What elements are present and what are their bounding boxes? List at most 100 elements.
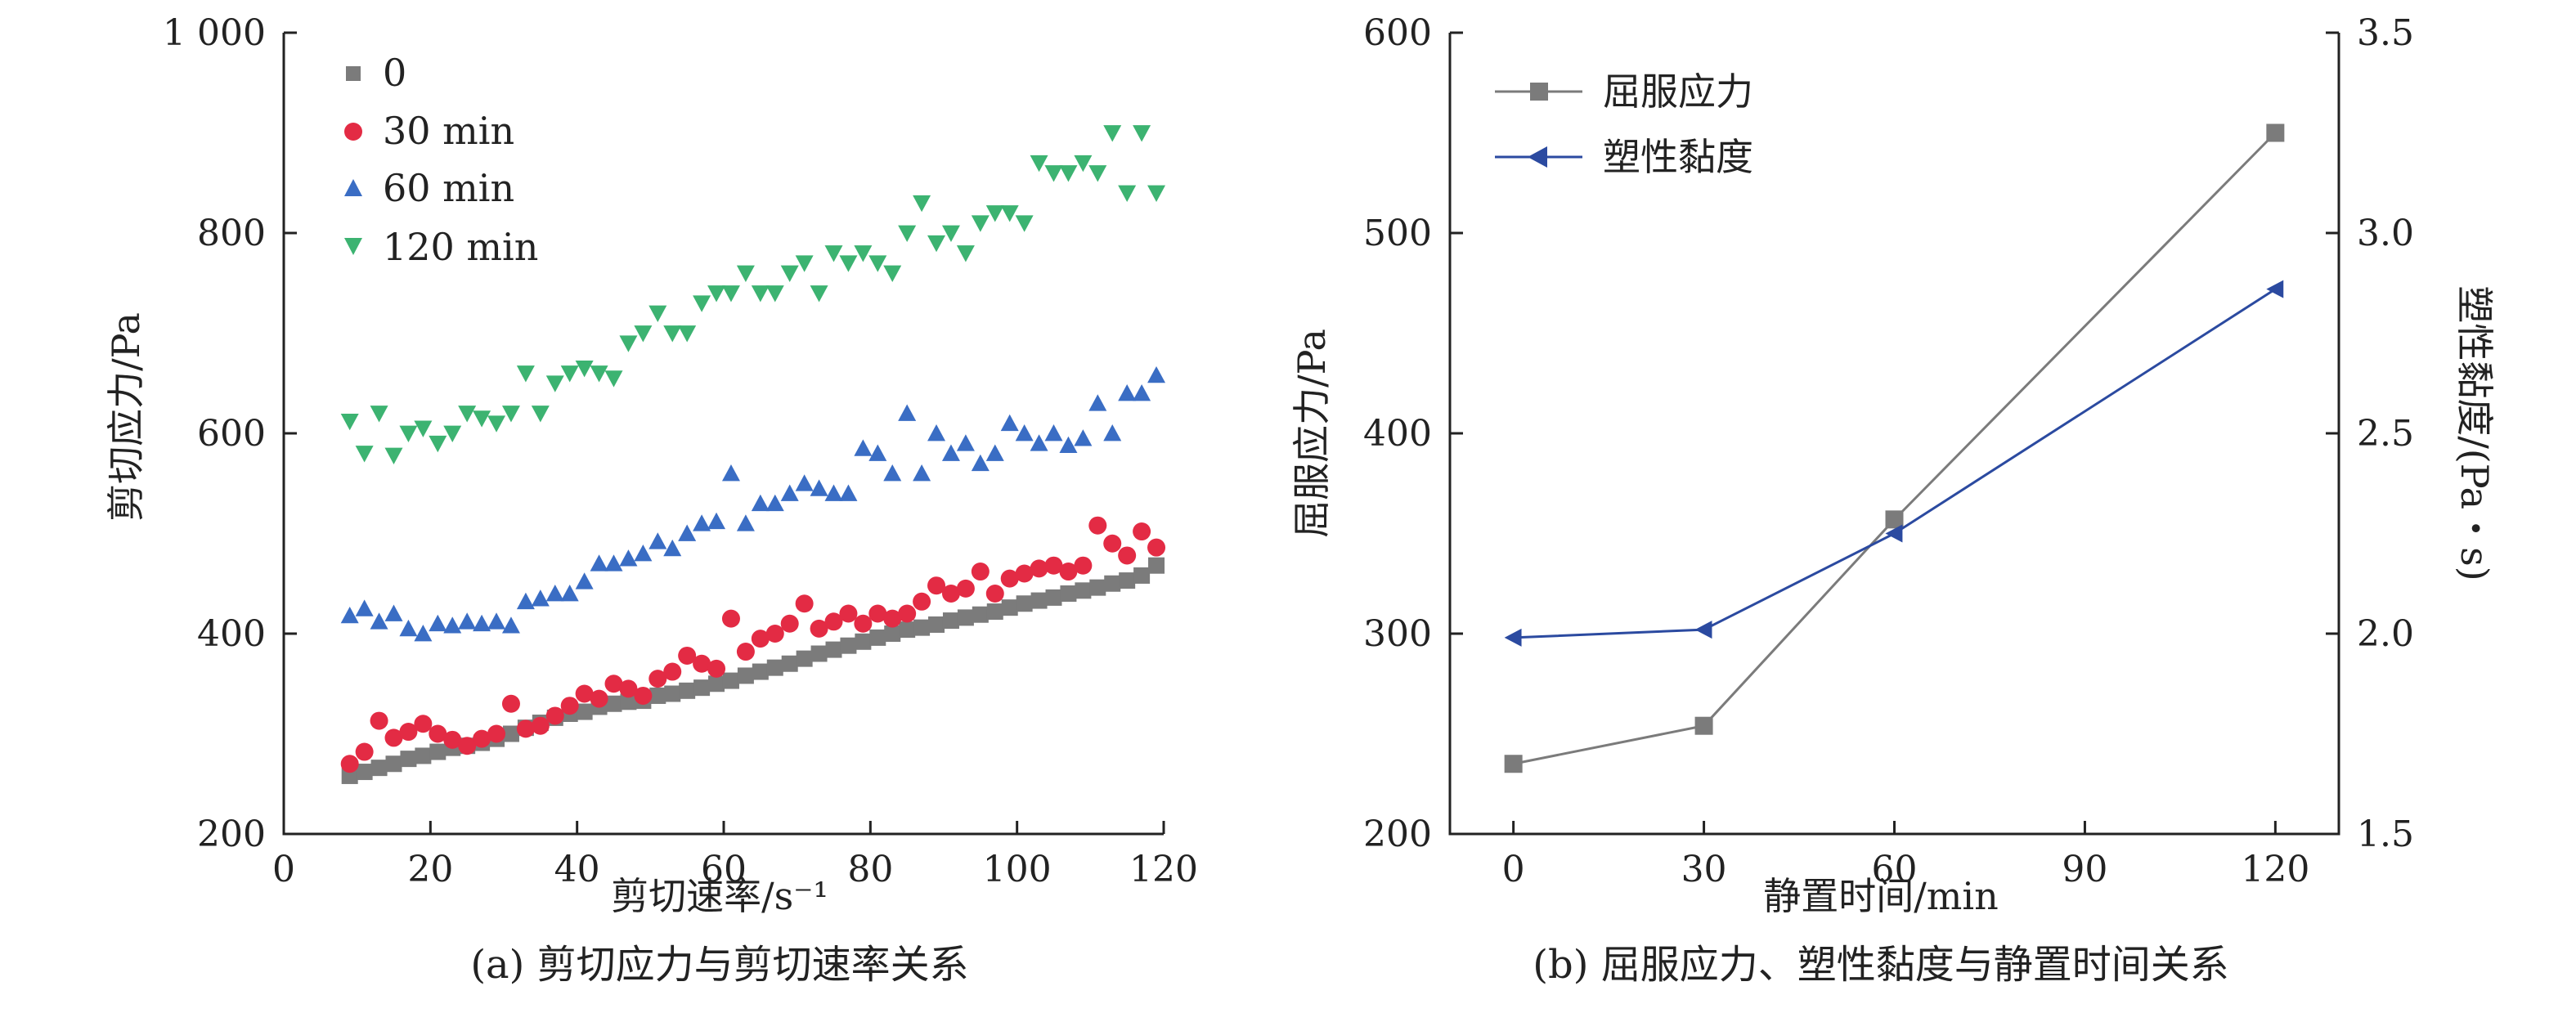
x-tick-label: 40 [554, 849, 600, 890]
data-point [824, 612, 843, 631]
panel-a-ylabel: 剪切应力/Pa [104, 312, 148, 522]
data-point [679, 682, 696, 699]
data-point [883, 265, 902, 282]
y-left-tick-label: 200 [1363, 814, 1432, 855]
data-point [985, 585, 1004, 603]
data-point [473, 729, 491, 748]
data-point [913, 592, 931, 611]
data-point [473, 410, 491, 428]
series-line [1513, 288, 2277, 639]
data-point [780, 484, 799, 501]
data-point [400, 751, 417, 768]
data-point [340, 413, 359, 431]
data-point [663, 662, 682, 681]
data-point [604, 675, 623, 693]
data-point [824, 484, 843, 501]
panel-a: 0 20 40 60 80 100 120 200 400 600 800 1 000 剪切速率/s⁻… [104, 12, 1198, 988]
y-right-tick-label: 1.5 [2357, 814, 2414, 855]
legend-item-30-min: 30 min [344, 109, 514, 153]
data-point [707, 285, 726, 303]
y-tick-label: 600 [197, 413, 266, 455]
panel-a-axis-lines [282, 33, 1164, 836]
data-point [899, 621, 916, 639]
data-point [414, 625, 433, 642]
data-point [560, 365, 579, 383]
data-point [1045, 589, 1062, 606]
data-point [898, 225, 917, 242]
data-point [355, 742, 374, 761]
data-point [839, 484, 858, 501]
data-point [707, 512, 726, 530]
data-point [766, 659, 783, 676]
data-point [795, 255, 814, 272]
data-point [765, 494, 784, 512]
data-point [1088, 516, 1107, 535]
data-point [1044, 424, 1063, 442]
data-point [399, 723, 418, 742]
y-left-tick-label: 600 [1363, 12, 1432, 54]
data-point [1044, 556, 1063, 575]
data-point [590, 554, 608, 572]
legend-item-0: 0 [346, 51, 406, 95]
data-point [619, 679, 638, 698]
data-point [884, 625, 901, 642]
data-point [575, 361, 594, 378]
y-tick-label: 1 000 [163, 12, 266, 54]
data-point [355, 446, 374, 463]
data-point [545, 706, 564, 725]
data-point [634, 325, 653, 343]
y-right-tick-label: 2.0 [2357, 613, 2414, 655]
data-point [971, 215, 990, 232]
data-point [443, 425, 462, 442]
legend-item-plastic-viscosity: 塑性黏度 [1495, 135, 1753, 179]
data-point [971, 454, 990, 472]
legend-marker-0 [346, 66, 361, 81]
data-point [810, 285, 828, 303]
data-point [721, 285, 740, 303]
data-point [956, 579, 975, 598]
data-point [1016, 595, 1033, 612]
data-point [751, 494, 770, 512]
data-point [1059, 436, 1078, 454]
data-point [678, 325, 697, 343]
data-point [1000, 569, 1019, 588]
data-point [868, 444, 887, 461]
series-60-min [340, 365, 1166, 642]
data-point [560, 585, 579, 602]
data-point [1694, 621, 1712, 639]
data-point [1059, 563, 1078, 581]
data-point [913, 619, 931, 636]
data-point [604, 554, 623, 572]
data-point [443, 616, 462, 634]
data-point [502, 725, 519, 742]
data-point [795, 474, 814, 491]
data-point [415, 747, 432, 764]
data-point [1030, 592, 1048, 609]
data-point [648, 532, 667, 549]
data-point [1504, 755, 1523, 773]
data-point [1885, 510, 1904, 529]
data-point [883, 609, 902, 628]
data-point [927, 235, 946, 253]
data-point [531, 589, 550, 607]
panel-b-ticks: 0 30 60 90 120 200 300 400 500 600 1.5 2.0 2.5 3.0 3.5 [1363, 12, 2414, 890]
y-right-tick-label: 3.0 [2357, 213, 2414, 254]
data-point [429, 724, 447, 743]
data-point [473, 614, 491, 632]
legend-item-yield-stress: 屈服应力 [1495, 69, 1753, 114]
data-point [458, 737, 477, 755]
data-point [429, 614, 447, 632]
data-point [780, 614, 799, 633]
data-point [1119, 572, 1136, 589]
data-point [1147, 538, 1166, 557]
data-point [927, 424, 946, 442]
panel-a-caption: (a) 剪切应力与剪切速率关系 [470, 942, 968, 988]
data-point [634, 686, 653, 705]
series-line [1513, 132, 2277, 765]
data-point [2266, 280, 2284, 298]
y-tick-label: 800 [197, 213, 266, 254]
x-tick-label: 100 [983, 849, 1052, 890]
data-point [1133, 522, 1151, 541]
data-point [1133, 384, 1151, 401]
data-point [590, 365, 608, 383]
